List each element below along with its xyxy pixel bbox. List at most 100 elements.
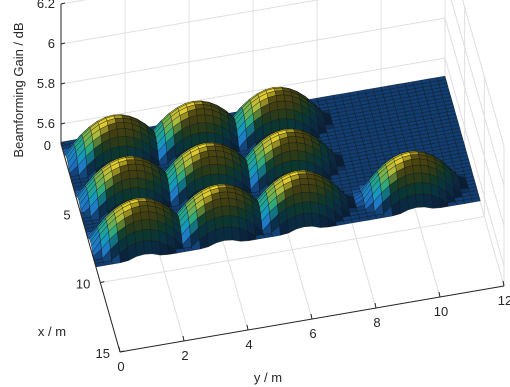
y-tick-label: 12 [498,293,510,308]
surface-patch [414,182,424,195]
surface-patch [413,172,423,184]
x-axis-line [60,143,121,353]
surface-patch [149,219,159,231]
surface-patch [196,114,206,124]
surface-patch [412,164,422,174]
surface-patch [115,122,126,130]
y-tick-mark [246,324,249,331]
surface-patch [287,136,297,144]
x-tick-mark [60,142,66,145]
surface-patch [138,201,148,207]
surface-patch [223,226,233,241]
y-tick-mark [182,335,185,342]
surface-patch [197,122,207,133]
surface-patch [221,205,231,217]
surface-patch [215,227,225,244]
surface-patch [297,150,307,162]
surface-patch [286,132,296,138]
z-tick-mark [60,82,66,85]
surface-patch [190,132,200,147]
surface-patch [142,229,152,242]
grid-wall-z-2 [60,0,320,45]
surface-patch [141,219,151,230]
y-tick-label: 10 [434,304,448,319]
surface-patch [135,240,145,257]
surface-patch [206,145,216,151]
grid-wall2-z-1 [444,17,505,227]
surface-patch [274,90,285,96]
axes [60,2,505,353]
surface-patch [411,158,421,166]
surface-patch [302,201,312,214]
y-tick-label: 6 [309,326,316,341]
surface-patch [295,213,305,230]
surface-patch [218,187,228,193]
surface-patch [128,169,138,179]
surface-patch [407,194,417,211]
tick-labels: 5.6 5.8 6 6.2 0 5 10 15 0 2 4 6 8 10 12 [37,0,510,374]
surface-patch [198,132,208,145]
surface-patch [229,205,239,217]
x-axis-label: x / m [38,324,66,339]
surface-patch [150,228,160,243]
surface-patch [137,177,147,190]
y-tick-mark [502,280,505,287]
surface-patch [95,261,105,268]
surface-patch [278,118,288,131]
surface-patch [220,197,230,207]
surface-patch [209,164,219,175]
surface-patch [210,173,220,186]
surface-patch [151,240,161,256]
surface-patch [118,145,128,159]
surface-patch [208,156,218,165]
surface-patch [214,215,224,230]
surface-patch [129,177,139,189]
z-tick-mark [60,122,66,125]
y-tick-label: 4 [245,337,252,352]
surface-patch [421,172,431,184]
surface-patch [285,108,295,121]
surface-patch [300,184,310,193]
surface-patch [309,191,319,204]
surface-patch [117,136,127,147]
surface-patch [275,94,286,102]
grid-wall-z-0 [60,57,446,125]
grid-wall-z-1 [60,17,446,85]
surface-patch [303,212,313,227]
z-tick-label: 6.2 [37,0,55,11]
surface-patch [219,191,229,199]
surface-patch [114,117,125,124]
surface-patch [116,128,126,138]
y-axis-label: y / m [254,370,282,385]
y-tick-label: 2 [181,348,188,363]
surface-patch [127,163,137,171]
x-tick-label: 5 [63,207,70,222]
grid-wall2-z-3 [462,0,505,147]
surface-patch [202,174,212,189]
surface-patch [140,211,150,221]
surface-patch [205,122,215,134]
surface-patch [130,187,140,200]
surface-patch [298,173,308,179]
x-tick-mark [100,281,105,284]
y-tick-mark [374,302,377,309]
surface-patch [310,201,320,215]
grid-wall2-z-2 [450,0,505,187]
z-tick-mark [60,42,66,45]
y-tick-label: 0 [117,359,124,374]
surface-patch [311,212,321,228]
surface-patch [288,142,298,152]
surface-patch [276,100,287,110]
surface-patch [139,205,149,213]
surface-patch [415,193,425,208]
x-tick-label: 10 [76,277,90,292]
surface-patch [289,150,299,161]
y-tick-mark [438,291,441,298]
y-tick-mark [310,313,313,320]
z-tick-label: 5.6 [37,116,55,131]
z-axis-label: Beamforming Gain / dB [11,22,26,157]
surface-patch [290,159,300,173]
surface-patch [207,150,217,158]
x-tick-label: 0 [44,138,51,153]
y-tick-mark [118,346,121,353]
